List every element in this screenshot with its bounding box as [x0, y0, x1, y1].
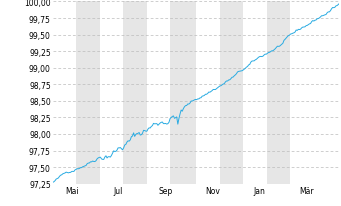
Bar: [170, 2, 196, 184]
Bar: [123, 2, 147, 184]
Bar: [220, 2, 243, 184]
Bar: [76, 2, 100, 184]
Bar: [267, 2, 290, 184]
